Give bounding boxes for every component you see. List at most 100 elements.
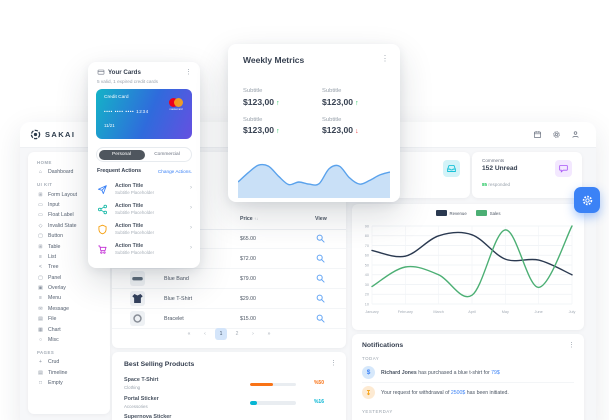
product-category: Accessories [124, 403, 148, 409]
sakai-logo-icon [30, 129, 41, 140]
credit-card-type: Credit Card [104, 95, 129, 100]
sidebar-item[interactable]: ▦ Chart [37, 324, 110, 334]
sidebar-item[interactable]: □ Empty [37, 378, 110, 388]
product-price: $29.00 [240, 295, 256, 302]
trend-arrow-icon: ↓ [355, 128, 359, 135]
legend-label: Revenue [449, 210, 467, 216]
sidebar-item[interactable]: < Tree [37, 262, 110, 272]
view-search-button[interactable] [315, 273, 326, 284]
frequent-actions-list: Action Title Subtitle Placeholder › Acti… [97, 180, 194, 260]
sidebar-item[interactable]: ▢ Panel [37, 273, 110, 283]
action-subtitle: Subtitle Placeholder [115, 250, 155, 255]
sidebar-item[interactable]: ▤ Timeline [37, 368, 110, 378]
sidebar-item[interactable]: ⊞ Table [37, 241, 110, 251]
column-header-view: View [315, 216, 327, 222]
sidebar-item[interactable]: ⊞ Form Layout [37, 189, 110, 199]
credit-card-number: •••• •••• •••• 1234 [104, 109, 149, 114]
sidebar-item[interactable]: ≡ Menu [37, 293, 110, 303]
page-button[interactable]: 2 [235, 331, 239, 337]
action-icon [97, 204, 108, 215]
action-row[interactable]: Action Title Subtitle Placeholder › [97, 220, 194, 240]
toggle-commercial-button[interactable]: Commercial [154, 152, 180, 157]
credit-card-expiry: 11/21 [104, 123, 115, 128]
trend-arrow-icon: ↑ [355, 99, 359, 107]
notification-subject: Richard Jones [381, 369, 417, 376]
action-subtitle: Subtitle Placeholder [115, 210, 155, 215]
page-button[interactable]: 1 [215, 328, 227, 340]
settings-icon[interactable] [552, 130, 561, 139]
kebab-menu-icon[interactable]: ⋮ [381, 54, 389, 63]
legend-swatch [435, 210, 447, 216]
action-row[interactable]: Action Title Subtitle Placeholder › [97, 180, 194, 200]
action-icon [97, 184, 108, 195]
sidebar-item[interactable]: ▭ Input [37, 200, 110, 210]
sidebar-item-icon: ▢ [38, 274, 43, 281]
topbar-actions [533, 130, 580, 139]
revenue-sales-chart: 10 20 30 40 50 60 70 80 90 January February March Ap… [365, 224, 576, 314]
calendar-icon[interactable] [533, 130, 542, 139]
sidebar-item[interactable]: ○ Misc [37, 335, 110, 345]
page-button[interactable]: › [252, 331, 254, 337]
view-search-button[interactable] [315, 253, 326, 264]
sidebar-item[interactable]: ◇ Invalid State [37, 221, 110, 231]
notification-amount-link[interactable]: 2500$ [450, 389, 466, 396]
svg-text:20: 20 [365, 293, 369, 297]
progress-bar [250, 382, 296, 386]
svg-text:February: February [398, 310, 413, 314]
sidebar-item-label: Empty [48, 380, 63, 387]
action-title: Action Title [115, 242, 144, 249]
product-thumbnail [130, 271, 145, 286]
sidebar-item[interactable]: ▤ File [37, 314, 110, 324]
sidebar-item-icon: ⊞ [38, 191, 43, 198]
progress-fill [250, 401, 258, 405]
toggle-personal-button[interactable]: Personal [98, 149, 145, 160]
metric-label: Subtitle [243, 88, 263, 94]
kebab-menu-icon[interactable]: ⋮ [185, 69, 192, 76]
sidebar-item[interactable]: ▢ Button [37, 231, 110, 241]
app-logo[interactable]: SAKAI [30, 129, 75, 140]
sidebar-item[interactable]: + Crud [37, 357, 110, 367]
action-row[interactable]: Action Title Subtitle Placeholder › [97, 200, 194, 220]
svg-text:April: April [468, 310, 476, 314]
notification-section-label: YESTERDAY [362, 409, 393, 414]
pagination: « ‹ 1 2 › » [112, 328, 346, 340]
view-search-button[interactable] [315, 293, 326, 304]
view-search-button[interactable] [315, 233, 326, 244]
sidebar-section-label: HOME [37, 160, 52, 165]
page-button[interactable]: ‹ [204, 331, 206, 337]
change-actions-link[interactable]: Change Actions. [157, 168, 192, 174]
notification-section: YESTERDAY [362, 409, 574, 414]
sidebar-item[interactable]: ⌂ Dashboard [37, 167, 110, 177]
sidebar-item-label: Input [48, 201, 60, 208]
svg-text:80: 80 [365, 234, 369, 238]
progress-percent: %16 [313, 398, 324, 405]
action-row[interactable]: Action Title Subtitle Placeholder › [97, 240, 194, 260]
sidebar-item[interactable]: ✉ Message [37, 304, 110, 314]
frequent-actions-header: Frequent Actions Change Actions. [97, 168, 192, 174]
view-search-button[interactable] [315, 313, 326, 324]
notification-amount-link[interactable]: 79$ [491, 369, 500, 376]
page-button[interactable]: « [187, 331, 191, 337]
kebab-menu-icon[interactable]: ⋮ [330, 360, 337, 367]
legend-item[interactable]: Sales [475, 210, 500, 216]
sidebar-item[interactable]: ▣ Overlay [37, 283, 110, 293]
config-gear-button[interactable] [574, 187, 600, 213]
sidebar-item[interactable]: ≡ List [37, 252, 110, 262]
user-icon[interactable] [571, 130, 580, 139]
legend-item[interactable]: Revenue [435, 210, 467, 216]
notifications-list: TODAY $ Richard Jones has purchased a bl… [362, 356, 574, 414]
sidebar-item-label: Dashboard [48, 169, 74, 176]
svg-text:June: June [535, 310, 543, 314]
page-button[interactable]: » [267, 331, 271, 337]
sidebar-item-icon: ▢ [38, 233, 43, 240]
product-name: Portal Sticker [124, 395, 159, 402]
sidebar-item[interactable]: ▭ Float Label [37, 210, 110, 220]
stat-meta-number: 85 [482, 182, 488, 187]
your-cards-title: Your Cards [108, 68, 141, 76]
product-price: $65.00 [240, 235, 256, 242]
kebab-menu-icon[interactable]: ⋮ [568, 342, 575, 349]
svg-text:70: 70 [365, 244, 369, 248]
column-header-price[interactable]: Price ↑↓ [240, 216, 258, 222]
sidebar-section-items: ⌂ Dashboard [37, 167, 110, 177]
